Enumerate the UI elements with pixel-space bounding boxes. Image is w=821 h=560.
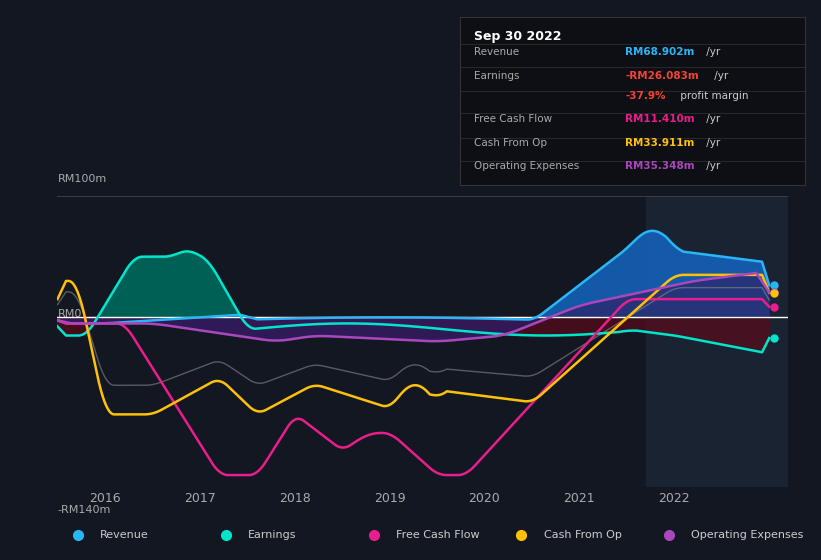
Text: -RM26.083m: -RM26.083m: [626, 71, 699, 81]
Text: /yr: /yr: [703, 47, 720, 57]
Text: RM35.348m: RM35.348m: [626, 161, 695, 171]
Bar: [646, 196, 788, 487]
Text: Operating Expenses: Operating Expenses: [474, 161, 579, 171]
Text: Cash From Op: Cash From Op: [474, 138, 547, 148]
Text: Sep 30 2022: Sep 30 2022: [474, 30, 561, 43]
Text: Revenue: Revenue: [474, 47, 519, 57]
Text: Free Cash Flow: Free Cash Flow: [474, 114, 552, 124]
Text: RM11.410m: RM11.410m: [626, 114, 695, 124]
Text: Revenue: Revenue: [100, 530, 149, 540]
Text: Cash From Op: Cash From Op: [544, 530, 621, 540]
Text: Earnings: Earnings: [474, 71, 519, 81]
Text: RM68.902m: RM68.902m: [626, 47, 695, 57]
Text: /yr: /yr: [703, 138, 720, 148]
Text: Free Cash Flow: Free Cash Flow: [396, 530, 479, 540]
Text: RM33.911m: RM33.911m: [626, 138, 695, 148]
Text: -RM140m: -RM140m: [57, 505, 111, 515]
Text: /yr: /yr: [712, 71, 729, 81]
Text: Earnings: Earnings: [248, 530, 296, 540]
Text: RM100m: RM100m: [57, 174, 107, 184]
Text: RM0: RM0: [57, 309, 82, 319]
Text: /yr: /yr: [703, 114, 720, 124]
Text: Operating Expenses: Operating Expenses: [691, 530, 804, 540]
Text: profit margin: profit margin: [677, 91, 749, 101]
Text: -37.9%: -37.9%: [626, 91, 666, 101]
Text: /yr: /yr: [703, 161, 720, 171]
